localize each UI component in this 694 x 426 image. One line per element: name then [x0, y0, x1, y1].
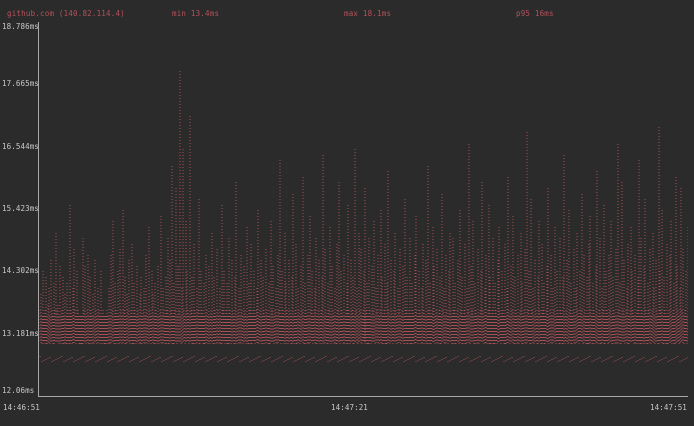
- x-axis-label-start: 14:46:51: [3, 403, 40, 412]
- latency-series-dots: [39, 70, 688, 363]
- x-axis-label-mid: 14:47:21: [331, 403, 368, 412]
- y-axis-tick-label: 12.06ms: [2, 386, 35, 395]
- host-label: github.com (140.82.114.4): [7, 9, 125, 18]
- stats-header: github.com (140.82.114.4) min 13.4ms max…: [0, 0, 694, 22]
- y-axis-tick-label: 15.423ms: [2, 204, 39, 213]
- y-axis-line: [38, 22, 39, 397]
- y-axis-tick-label: 16.544ms: [2, 141, 39, 151]
- p95-latency-label: p95 16ms: [516, 9, 554, 18]
- y-axis-tick-label: 13.181ms: [2, 328, 39, 338]
- min-latency-label: min 13.4ms: [172, 9, 220, 18]
- x-axis-line: [38, 396, 688, 397]
- y-axis-tick-label: 18.786ms: [2, 22, 39, 31]
- x-axis-label-end: 14:47:51: [650, 403, 687, 412]
- y-axis-tick-label: 14.302ms: [2, 266, 39, 276]
- latency-plot-canvas: [39, 22, 688, 396]
- plot-frame: [38, 22, 688, 397]
- max-latency-label: max 18.1ms: [344, 9, 392, 18]
- y-axis-tick-label: 17.665ms: [2, 79, 39, 89]
